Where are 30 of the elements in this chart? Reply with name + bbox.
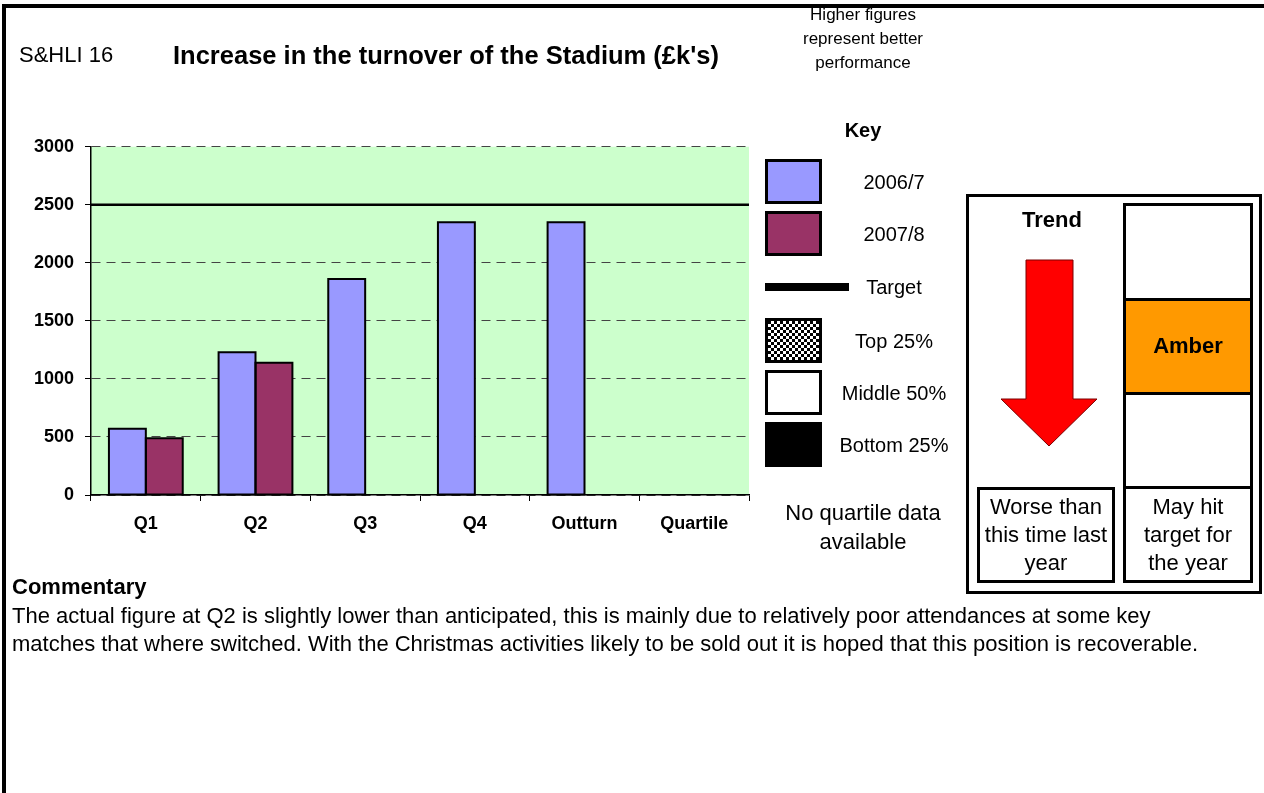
y-tick-label: 3000 xyxy=(33,135,74,156)
legend-label: 2006/7 xyxy=(862,170,926,194)
text: Bottom 25% xyxy=(838,433,950,457)
x-tick-label: Quartile xyxy=(660,512,729,533)
x-tick-label: Q4 xyxy=(462,512,487,533)
text: Middle 50% xyxy=(840,381,948,405)
y-tick-label: 500 xyxy=(43,425,74,446)
text: Top 25% xyxy=(854,329,934,353)
text: No quartile data available xyxy=(784,499,942,556)
text: Commentary xyxy=(12,574,147,600)
chart-title: Increase in the turnover of the Stadium (£k's) xyxy=(173,41,719,69)
text: Trend xyxy=(1021,206,1083,234)
text: Worse than this time last year xyxy=(983,493,1109,577)
legend-label: Target xyxy=(865,275,923,299)
text: S&HLI 16 xyxy=(19,42,114,68)
text: May hit target for the year xyxy=(1142,493,1233,577)
x-tick-label: Q2 xyxy=(243,512,268,533)
y-tick-label: 2000 xyxy=(33,251,74,272)
x-tick-label: Q3 xyxy=(353,512,378,533)
x-tick-label: Outturn xyxy=(551,512,618,533)
x-tick-label: Q1 xyxy=(133,512,158,533)
legend-label: 2007/8 xyxy=(862,222,926,246)
y-tick-label: 0 xyxy=(63,483,74,504)
y-tick-label: 2500 xyxy=(33,193,74,214)
legend-title: Key xyxy=(843,118,883,142)
text: Higher figures represent better performance xyxy=(802,4,924,74)
text: Amber xyxy=(1152,332,1224,360)
text: The actual figure at Q2 is slightly lower than anticipated, this is mainly due to relatively poor attendances at some key matches that where switched. With the Christmas activities likely to be sold out it is hoped that this position is recoverable. xyxy=(12,602,1200,658)
y-tick-label: 1000 xyxy=(33,367,74,388)
y-tick-label: 1500 xyxy=(33,309,74,330)
